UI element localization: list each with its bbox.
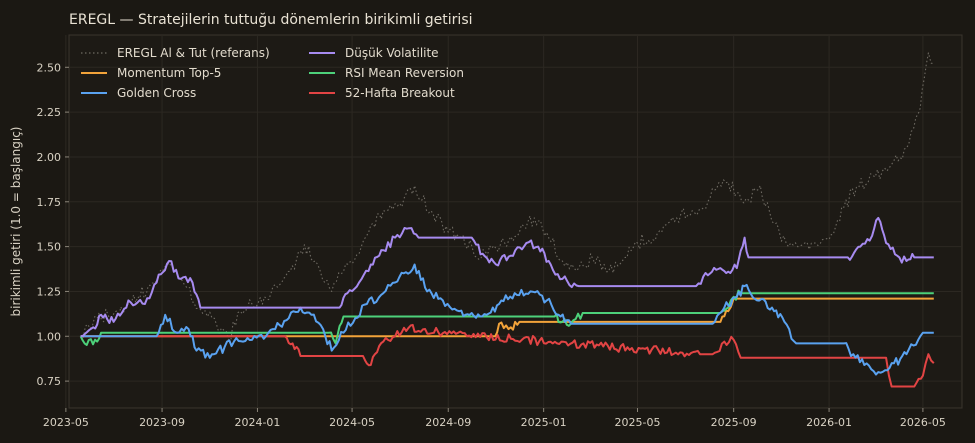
series-line [80, 216, 934, 338]
legend-entry: RSI Mean Reversion [345, 66, 464, 80]
y-tick-label: 2.00 [37, 151, 62, 164]
y-axis-ticks: 0.75 1.00 1.25 1.50 1.75 2.00 2.25 2.50 [37, 61, 69, 388]
x-tick-label: 2024-05 [329, 416, 375, 429]
y-tick-label: 1.75 [37, 196, 62, 209]
x-tick-label: 2023-09 [139, 416, 185, 429]
series-line [80, 297, 934, 338]
x-tick-label: 2024-01 [234, 416, 280, 429]
x-axis-ticks: 2023-05 2023-09 2024-01 2024-05 2024-09 2025-… [43, 408, 946, 429]
y-tick-label: 2.25 [37, 106, 62, 119]
x-tick-label: 2025-01 [521, 416, 567, 429]
y-tick-label: 1.25 [37, 285, 62, 298]
series-lines [79, 52, 935, 388]
legend-entry: 52-Hafta Breakout [345, 86, 455, 100]
chart-title: EREGL — Stratejilerin tuttuğu dönemlerin… [69, 12, 473, 28]
x-tick-label: 2023-05 [43, 416, 89, 429]
y-tick-label: 2.50 [37, 61, 62, 74]
series-line [80, 323, 935, 388]
x-tick-label: 2026-01 [806, 416, 852, 429]
legend: EREGL Al & Tut (referans) Momentum Top-5 G… [81, 46, 464, 100]
plot-area [68, 34, 963, 409]
series-line [80, 263, 934, 376]
legend-entry: Momentum Top-5 [117, 66, 221, 80]
legend-entry: Düşük Volatilite [345, 46, 439, 60]
legend-entry: Golden Cross [117, 86, 196, 100]
series-line [79, 289, 934, 346]
x-tick-label: 2025-05 [615, 416, 661, 429]
y-tick-label: 1.50 [37, 241, 62, 254]
y-axis-label: birikimli getiri (1.0 = başlangıç) [9, 127, 23, 317]
x-tick-label: 2024-09 [425, 416, 471, 429]
x-tick-label: 2025-09 [711, 416, 757, 429]
legend-entry: EREGL Al & Tut (referans) [117, 46, 270, 60]
y-tick-label: 1.00 [37, 330, 62, 343]
y-tick-label: 0.75 [37, 375, 62, 388]
series-line [80, 52, 934, 341]
x-tick-label: 2026-05 [900, 416, 946, 429]
